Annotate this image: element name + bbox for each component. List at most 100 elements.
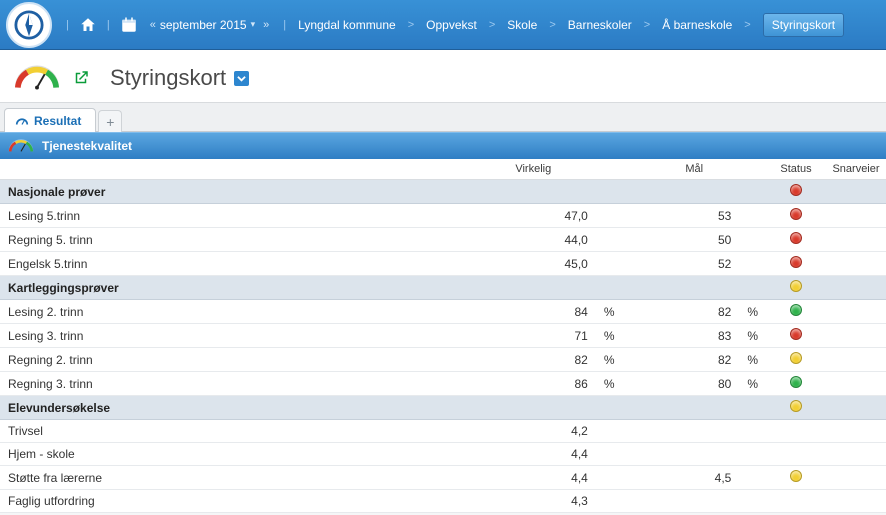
row-label: Regning 5. trinn [0, 228, 444, 252]
table-row[interactable]: Støtte fra lærerne4,44,5 [0, 466, 886, 490]
calendar-button[interactable] [116, 12, 142, 38]
breadcrumb-separator: > [543, 19, 561, 31]
scorecard-table: Virkelig Mål Status Snarveier Nasjonale … [0, 159, 886, 513]
breadcrumb-item[interactable]: Oppvekst [420, 14, 483, 36]
row-virkelig: 84 [444, 300, 596, 324]
row-status [766, 348, 826, 372]
title-dropdown[interactable] [234, 71, 249, 86]
home-button[interactable] [75, 12, 101, 38]
chevron-down-icon [237, 74, 246, 83]
tab-label: Resultat [34, 114, 81, 128]
nav-separator: | [101, 19, 116, 31]
status-dot-red [790, 208, 802, 220]
row-mal-unit: % [739, 324, 766, 348]
page-title: Styringskort [110, 65, 226, 91]
row-mal-unit [739, 204, 766, 228]
status-dot-red [790, 184, 802, 196]
breadcrumb-item[interactable]: Skole [501, 14, 543, 36]
row-virkelig: 4,2 [444, 420, 596, 443]
tab-resultat[interactable]: Resultat [4, 108, 96, 132]
col-status: Status [766, 159, 826, 180]
table-row[interactable]: Trivsel4,2 [0, 420, 886, 443]
row-label: Lesing 5.trinn [0, 204, 444, 228]
row-status [766, 420, 826, 443]
row-status [766, 443, 826, 466]
row-virkelig: 4,4 [444, 443, 596, 466]
row-mal-unit [739, 443, 766, 466]
row-virkelig-unit [596, 252, 623, 276]
external-link-icon[interactable] [72, 69, 90, 87]
table-header-row: Virkelig Mål Status Snarveier [0, 159, 886, 180]
row-virkelig: 82 [444, 348, 596, 372]
row-mal [623, 443, 740, 466]
row-virkelig-unit: % [596, 348, 623, 372]
breadcrumb-separator: > [738, 19, 756, 31]
row-mal-unit [739, 252, 766, 276]
row-mal: 52 [623, 252, 740, 276]
row-virkelig-unit: % [596, 372, 623, 396]
nav-separator: | [277, 19, 292, 31]
row-status [766, 204, 826, 228]
row-mal-unit: % [739, 348, 766, 372]
breadcrumb-separator: > [483, 19, 501, 31]
row-mal: 83 [623, 324, 740, 348]
status-dot-green [790, 376, 802, 388]
breadcrumb-separator: > [638, 19, 656, 31]
breadcrumb-end-button[interactable]: Styringskort [763, 13, 844, 37]
row-mal: 53 [623, 204, 740, 228]
period-next[interactable]: » [259, 19, 273, 31]
app-logo[interactable] [6, 2, 52, 48]
row-virkelig-unit [596, 228, 623, 252]
table-row[interactable]: Regning 5. trinn44,050 [0, 228, 886, 252]
breadcrumb-item[interactable]: Å barneskole [656, 14, 738, 36]
status-dot-yellow [790, 470, 802, 482]
row-virkelig: 4,4 [444, 466, 596, 490]
period-selector: « september 2015 ▾ » [142, 18, 278, 32]
row-status [766, 490, 826, 513]
plus-icon: + [106, 114, 114, 130]
table-group-row[interactable]: Kartleggingsprøver [0, 276, 886, 300]
period-dropdown[interactable]: ▾ [247, 19, 260, 30]
row-mal [623, 490, 740, 513]
row-virkelig: 45,0 [444, 252, 596, 276]
breadcrumb-item[interactable]: Barneskoler [562, 14, 638, 36]
add-tab-button[interactable]: + [98, 110, 122, 132]
row-status [766, 252, 826, 276]
table-group-row[interactable]: Elevundersøkelse [0, 396, 886, 420]
table-group-row[interactable]: Nasjonale prøver [0, 180, 886, 204]
table-row[interactable]: Lesing 5.trinn47,0 53 [0, 204, 886, 228]
compass-icon [14, 10, 44, 40]
table-row[interactable]: Faglig utfordring4,3 [0, 490, 886, 513]
table-row[interactable]: Lesing 3. trinn71%83% [0, 324, 886, 348]
row-virkelig-unit: % [596, 324, 623, 348]
nav-separator: | [60, 19, 75, 31]
status-dot-yellow [790, 280, 802, 292]
row-virkelig-unit: % [596, 300, 623, 324]
status-dot-yellow [790, 352, 802, 364]
row-label: Regning 3. trinn [0, 372, 444, 396]
period-label[interactable]: september 2015 [160, 18, 247, 32]
row-mal-unit: % [739, 372, 766, 396]
table-row[interactable]: Regning 2. trinn82%82% [0, 348, 886, 372]
row-status [766, 372, 826, 396]
row-label: Hjem - skole [0, 443, 444, 466]
table-row[interactable]: Regning 3. trinn86%80% [0, 372, 886, 396]
row-status [766, 466, 826, 490]
row-label: Regning 2. trinn [0, 348, 444, 372]
row-virkelig-unit [596, 420, 623, 443]
group-label: Kartleggingsprøver [0, 276, 444, 300]
col-mal: Mål [623, 159, 766, 180]
row-virkelig-unit [596, 466, 623, 490]
breadcrumb-item[interactable]: Lyngdal kommune [292, 14, 402, 36]
gauge-small-icon [15, 114, 29, 128]
table-row[interactable]: Hjem - skole4,4 [0, 443, 886, 466]
row-virkelig: 44,0 [444, 228, 596, 252]
row-virkelig-unit [596, 490, 623, 513]
table-row[interactable]: Lesing 2. trinn84%82% [0, 300, 886, 324]
table-row[interactable]: Engelsk 5.trinn45,052 [0, 252, 886, 276]
gauge-icon [14, 64, 60, 92]
period-prev[interactable]: « [146, 19, 160, 31]
section-title: Tjenestekvalitet [42, 139, 132, 153]
row-virkelig: 47,0 [444, 204, 596, 228]
status-dot-red [790, 256, 802, 268]
